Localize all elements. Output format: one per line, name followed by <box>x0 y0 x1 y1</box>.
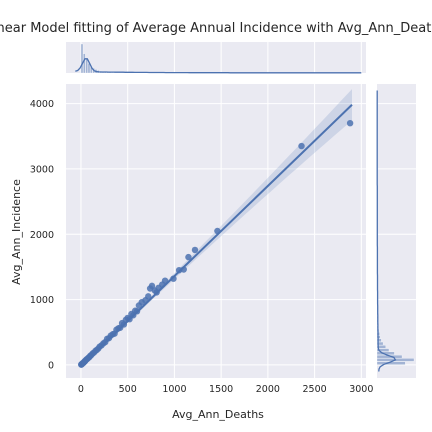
y-tick-label: 2000 <box>30 230 54 241</box>
histogram-bar <box>376 354 403 359</box>
histogram-bar <box>376 348 390 352</box>
y-tick-label: 4000 <box>30 99 54 110</box>
chart-title: Linear Model fitting of Average Annual I… <box>0 21 432 36</box>
scatter-point <box>185 253 192 261</box>
x-marginal-distribution <box>66 42 366 74</box>
x-tick-label: 0 <box>78 384 84 395</box>
histogram-bar <box>376 345 386 349</box>
x-axis-label: Avg_Ann_Deaths <box>172 408 264 421</box>
y-tick-label: 3000 <box>30 164 54 175</box>
histogram-bar <box>376 341 384 346</box>
x-tick-label: 3000 <box>349 384 373 395</box>
x-marginal-background <box>66 42 366 73</box>
regression-line <box>80 104 353 367</box>
x-marginal-kde-curve <box>75 58 362 74</box>
gridlines <box>66 84 366 378</box>
x-tick-label: 500 <box>119 384 137 395</box>
histogram-bar <box>83 53 86 74</box>
scatter-point <box>170 275 177 282</box>
y-axis-label: Avg_Ann_Incidence <box>10 179 23 285</box>
scatter-point <box>135 302 143 309</box>
x-tick-label: 2500 <box>303 384 327 395</box>
histogram-bar <box>85 59 88 74</box>
x-tick-label: 1000 <box>162 384 186 395</box>
scatter-point <box>298 142 305 150</box>
y-marginal-grid <box>377 103 416 366</box>
y-tick-label: 0 <box>48 360 54 371</box>
y-marginal-distribution <box>376 84 416 378</box>
scatter-point <box>191 246 199 254</box>
y-axis-ticks: 0 1000 2000 3000 4000 <box>30 99 54 371</box>
histogram-bar <box>376 338 382 342</box>
x-tick-label: 2000 <box>256 384 280 395</box>
main-scatter-plot <box>66 84 366 378</box>
y-marginal-background <box>377 84 416 378</box>
x-axis-ticks: 0 500 1000 1500 2000 2500 3000 <box>78 384 373 395</box>
scatter-point <box>346 120 354 127</box>
x-tick-label: 1500 <box>209 384 233 395</box>
histogram-bar <box>80 43 84 74</box>
scatter-point <box>146 285 154 292</box>
x-marginal-grid <box>80 42 362 73</box>
y-tick-label: 1000 <box>30 295 54 306</box>
y-marginal-kde-curve <box>376 90 397 372</box>
